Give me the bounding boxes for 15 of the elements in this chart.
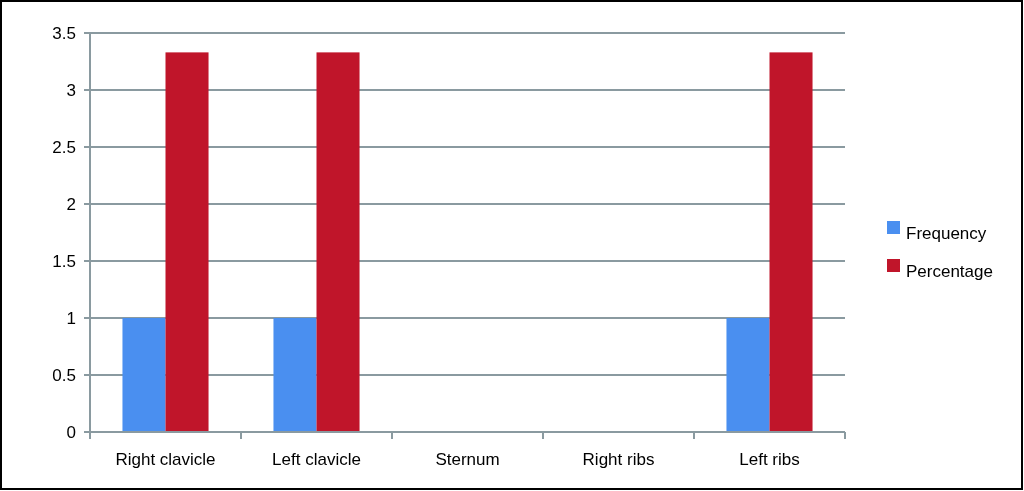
- y-tick-label: 0: [66, 422, 76, 442]
- y-tick-label: 2.5: [52, 137, 76, 157]
- y-tick-label: 0.5: [52, 365, 76, 385]
- x-tick-label: Right ribs: [582, 450, 655, 469]
- y-tick-label: 1.5: [52, 251, 76, 271]
- x-tick-label: Left ribs: [739, 450, 800, 469]
- legend-label: Percentage: [906, 261, 993, 281]
- y-tick-label: 1: [66, 308, 76, 328]
- y-tick-label: 3: [66, 80, 76, 100]
- x-tick-label: Left clavicle: [272, 450, 361, 469]
- y-tick-label: 3.5: [52, 23, 76, 43]
- x-tick-label: Right clavicle: [115, 450, 216, 469]
- y-tick-label: 2: [66, 194, 76, 214]
- x-tick-label: Sternum: [435, 450, 500, 469]
- legend-label: Frequency: [906, 223, 987, 243]
